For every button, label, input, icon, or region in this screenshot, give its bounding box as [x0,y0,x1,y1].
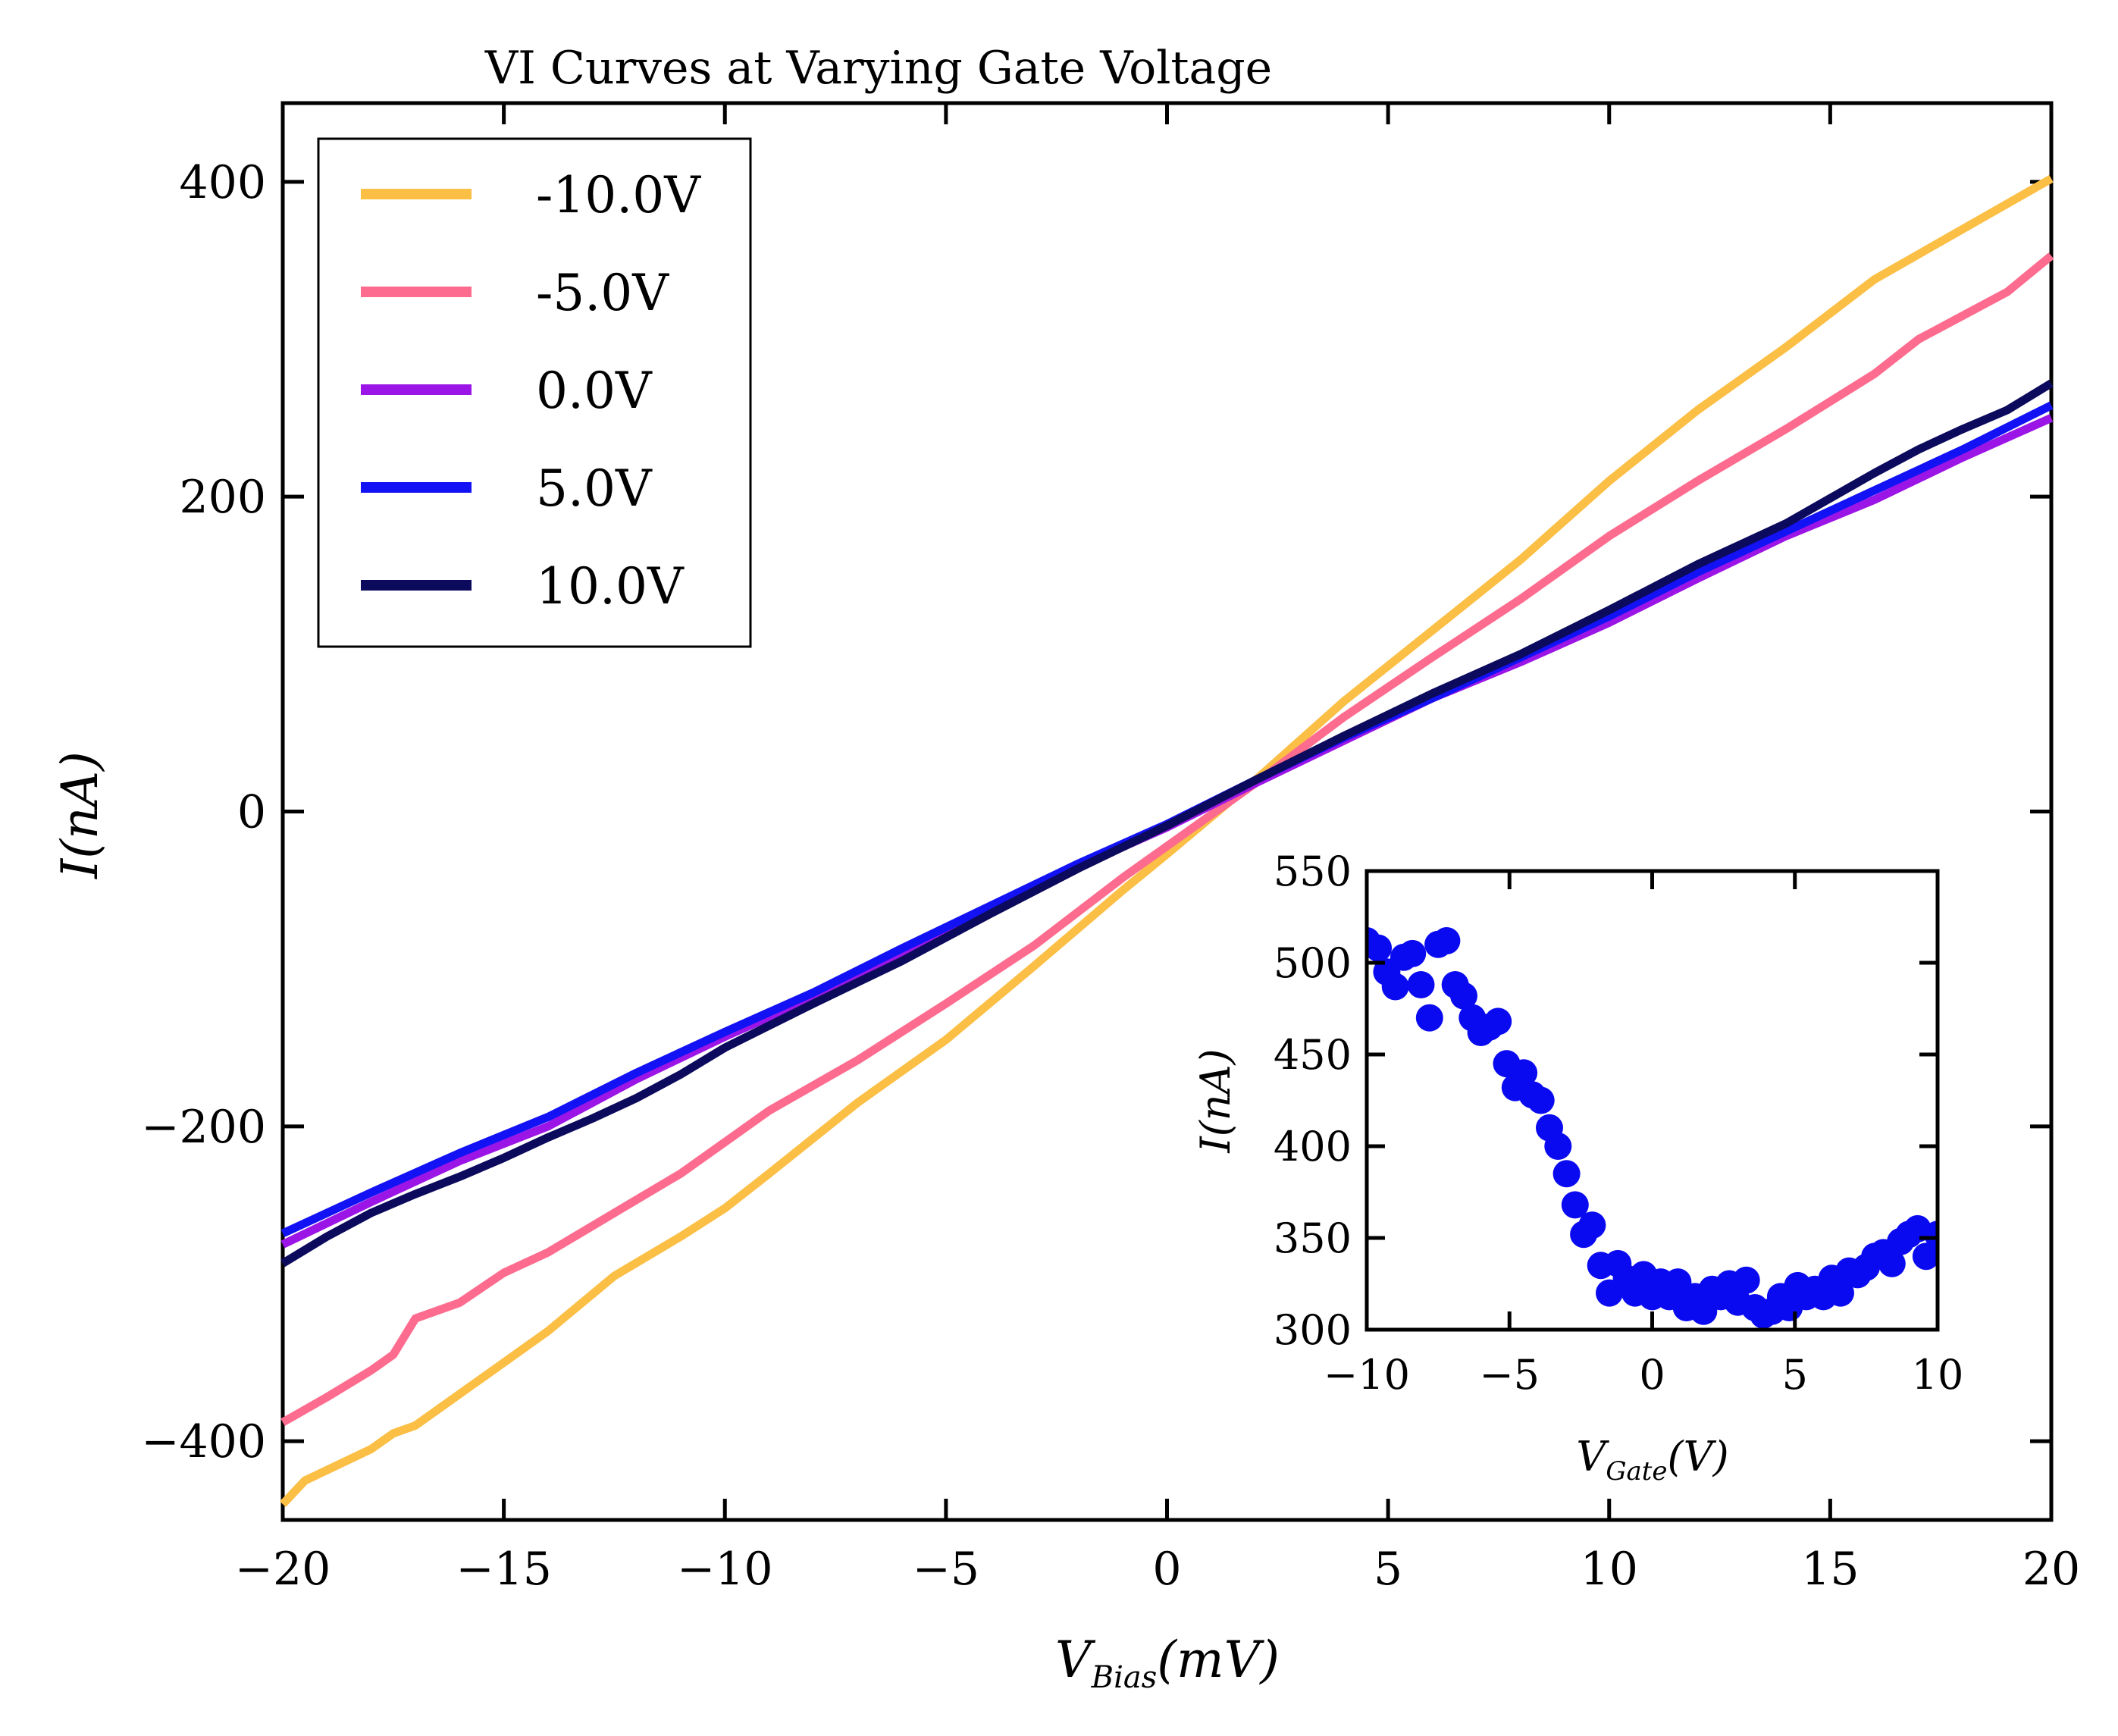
series-line-0 [279,174,2054,1507]
inset-scatter-points [1367,927,1938,1329]
inset-y-tick-label: 400 [1274,1123,1352,1170]
inset-x-tick-label: −10 [1324,1351,1410,1399]
inset-data-point [1415,1004,1443,1032]
inset-plot-background [1367,871,1938,1330]
main-y-axis-label: I(nA) [51,751,109,879]
main-x-axis-label-main: V [1055,1631,1096,1689]
inset-data-point [1827,1279,1854,1307]
main-x-axis-label-sub: Bias [1091,1660,1158,1695]
inset-data-point [1399,939,1427,967]
main-x-tick-label: −15 [456,1543,552,1596]
inset-y-tick-label: 300 [1274,1306,1352,1354]
inset-y-tick-label: 550 [1274,848,1352,895]
main-x-axis-label: VBias(mV) [1055,1631,1280,1695]
series-line-1 [280,252,2054,1426]
main-x-axis-label-unit: (mV) [1157,1631,1280,1689]
inset-x-tick-label: 0 [1639,1351,1665,1399]
main-y-tick-label: −400 [141,1415,266,1468]
inset-axis-ticks: −10 −5 0 5 10 300 350 400 450 500 550 [1274,848,1963,1399]
main-y-tick-label: −200 [141,1101,266,1154]
main-x-tick-label: −5 [913,1543,979,1596]
main-y-tick-label: 400 [179,156,266,209]
inset-data-point [1544,1133,1572,1160]
inset-data-point [1924,1221,1938,1249]
inset-data-point [1552,1160,1581,1188]
inset-y-tick-label: 500 [1274,939,1352,987]
inset-data-point [1561,1191,1589,1219]
chart-title: VI Curves at Varying Gate Voltage [484,42,1272,95]
inset-y-axis-label: I(nA) [1192,1048,1239,1153]
inset-data-point [1510,1059,1538,1087]
inset-chart: −10 −5 0 5 10 300 350 400 450 500 550 VGate(V) I(n… [1192,848,1963,1487]
inset-y-axis-label-unit: (nA) [1192,1048,1239,1136]
legend-label-4: 10.0V [536,557,685,616]
inset-data-point [1527,1086,1555,1114]
inset-x-tick-label: 10 [1912,1351,1964,1399]
main-x-tick-label: −10 [677,1543,773,1596]
main-y-tick-label: 0 [237,786,266,839]
inset-x-tick-label: 5 [1782,1351,1808,1399]
inset-data-point [1407,971,1435,998]
series-line-4 [280,379,2054,1268]
inset-plot-frame [1364,869,1940,1332]
legend-label-3: 5.0V [536,459,653,518]
legend-label-0: -10.0V [536,166,701,224]
inset-y-tick-label: 450 [1274,1031,1352,1079]
inset-y-tick-label: 350 [1274,1214,1352,1262]
inset-data-point [1367,934,1393,962]
main-y-axis-label-main: I [51,857,109,879]
inset-data-point [1578,1211,1606,1239]
main-x-tick-label: 0 [1152,1543,1181,1596]
legend: -10.0V -5.0V 0.0V 5.0V 10.0V [317,137,752,648]
main-y-tick-label: 200 [179,471,266,524]
inset-data-point [1484,1007,1512,1036]
inset-x-axis-label-main: V [1576,1433,1609,1481]
inset-data-point [1450,982,1477,1010]
legend-label-2: 0.0V [536,362,653,420]
main-axis-ticks: −20 −15 −10 −5 0 5 10 15 20 −400 −200 0 200 400 [141,103,2080,1596]
inset-x-axis-label: VGate(V) [1576,1433,1728,1487]
inset-data-point [1433,927,1461,954]
inset-data-point [1381,973,1409,1001]
inset-x-axis-label-sub: Gate [1606,1456,1667,1487]
inset-data-point [1912,1242,1938,1271]
main-x-tick-label: 5 [1374,1543,1402,1596]
inset-data-point [1878,1249,1906,1277]
main-series-lines [279,174,2054,1507]
inset-y-axis-label-main: I [1192,1136,1239,1154]
inset-data-point [1732,1266,1760,1294]
legend-label-1: -5.0V [536,264,669,322]
main-x-tick-label: 20 [2022,1543,2080,1596]
inset-x-tick-label: −5 [1479,1351,1540,1399]
main-x-tick-label: 10 [1581,1543,1638,1596]
main-y-axis-label-unit: (nA) [51,751,109,859]
main-x-tick-label: −20 [235,1543,331,1596]
main-x-tick-label: 15 [1801,1543,1859,1596]
inset-x-axis-label-unit: (V) [1668,1433,1729,1481]
